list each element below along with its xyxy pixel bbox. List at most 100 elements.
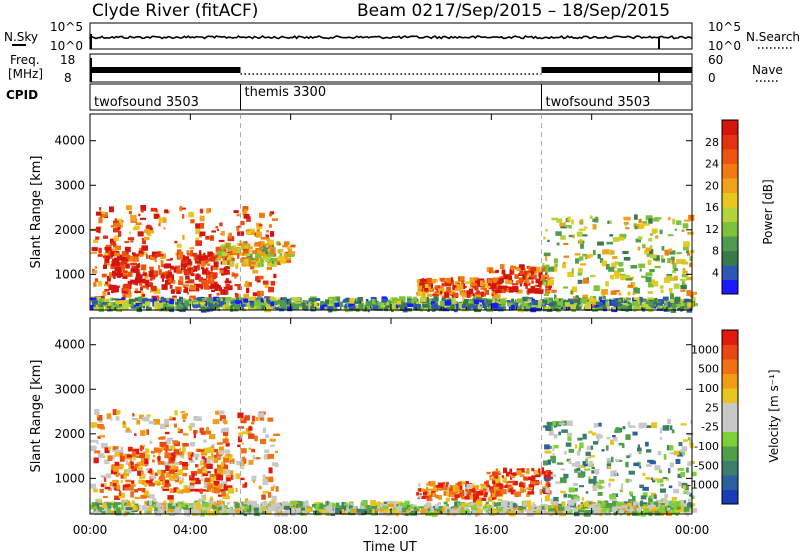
echo-cell bbox=[385, 508, 389, 513]
echo-cell bbox=[95, 236, 100, 240]
echo-cell bbox=[114, 495, 121, 500]
echo-cell bbox=[406, 505, 410, 508]
echo-cell bbox=[662, 477, 668, 480]
echo-cell bbox=[667, 509, 671, 513]
echo-cell bbox=[115, 416, 120, 421]
echo-cell bbox=[585, 451, 591, 456]
echo-cell bbox=[576, 302, 584, 307]
echo-cell bbox=[572, 482, 578, 486]
echo-cell bbox=[130, 262, 137, 266]
echo-cell bbox=[229, 458, 235, 464]
echo-cell bbox=[177, 427, 180, 432]
echo-cell bbox=[179, 447, 182, 453]
echo-cell bbox=[464, 494, 470, 500]
echo-cell bbox=[645, 215, 653, 221]
echo-cell bbox=[160, 423, 166, 430]
echo-cell bbox=[144, 274, 149, 279]
echo-cell bbox=[116, 484, 121, 490]
echo-cell bbox=[168, 271, 172, 277]
echo-cell bbox=[545, 255, 548, 262]
echo-cell bbox=[628, 508, 632, 514]
echo-cell bbox=[229, 454, 233, 461]
echo-cell bbox=[197, 264, 200, 271]
echo-cell bbox=[567, 500, 575, 506]
echo-cell bbox=[686, 492, 691, 495]
echo-cell bbox=[586, 302, 593, 306]
echo-cell bbox=[668, 500, 674, 507]
echo-cell bbox=[288, 508, 295, 512]
echo-cell bbox=[252, 480, 256, 483]
echo-cell bbox=[532, 300, 538, 306]
colorbar-swatch bbox=[722, 134, 738, 150]
echo-cell bbox=[301, 302, 306, 307]
echo-cell bbox=[435, 494, 439, 499]
echo-cell bbox=[136, 272, 141, 278]
echo-cell bbox=[240, 448, 247, 454]
echo-cell bbox=[481, 280, 486, 283]
echo-cell bbox=[544, 474, 551, 478]
echo-cell bbox=[431, 278, 436, 284]
echo-cell bbox=[609, 498, 617, 501]
echo-cell bbox=[580, 510, 585, 514]
echo-cell bbox=[545, 488, 551, 493]
echo-cell bbox=[240, 504, 243, 511]
echo-cell bbox=[226, 302, 229, 308]
echo-cell bbox=[281, 505, 286, 510]
echo-cell bbox=[315, 504, 319, 511]
echo-cell bbox=[348, 505, 353, 509]
echo-cell bbox=[575, 506, 581, 510]
echo-cell bbox=[570, 299, 578, 302]
echo-cell bbox=[619, 305, 626, 311]
colorbar-swatch bbox=[722, 446, 738, 461]
echo-cell bbox=[125, 205, 132, 210]
echo-cell bbox=[225, 283, 230, 287]
echo-cell bbox=[125, 292, 132, 298]
y-tick-label: 2000 bbox=[54, 427, 85, 441]
echo-cell bbox=[104, 262, 108, 265]
echo-cell bbox=[172, 440, 178, 444]
echo-cell bbox=[147, 298, 154, 303]
echo-cell bbox=[547, 459, 551, 465]
echo-cell bbox=[607, 466, 611, 469]
echo-cell bbox=[664, 506, 667, 512]
echo-cell bbox=[475, 292, 482, 295]
echo-cell bbox=[211, 265, 219, 271]
echo-cell bbox=[140, 205, 147, 211]
echo-cell bbox=[585, 255, 591, 259]
echo-cell bbox=[277, 507, 282, 512]
echo-cell bbox=[239, 252, 246, 256]
echo-cell bbox=[237, 436, 243, 443]
echo-cell bbox=[417, 304, 422, 309]
echo-cell bbox=[140, 264, 147, 271]
echo-cell bbox=[203, 447, 211, 454]
echo-cell bbox=[639, 484, 645, 489]
echo-cell bbox=[277, 261, 281, 266]
echo-cell bbox=[677, 450, 684, 457]
echo-cell bbox=[481, 485, 487, 489]
echo-cell bbox=[562, 502, 566, 507]
echo-cell bbox=[572, 234, 575, 239]
echo-cell bbox=[158, 217, 162, 224]
echo-cell bbox=[154, 305, 159, 312]
echo-cell bbox=[114, 218, 117, 224]
echo-cell bbox=[673, 298, 676, 302]
echo-cell bbox=[137, 269, 140, 274]
echo-cell bbox=[534, 304, 540, 309]
echo-cell bbox=[372, 305, 378, 311]
echo-cell bbox=[490, 486, 494, 489]
echo-cell bbox=[399, 502, 406, 508]
echo-cell bbox=[269, 211, 275, 215]
echo-cell bbox=[230, 306, 233, 312]
echo-cell bbox=[536, 481, 541, 485]
echo-cell bbox=[653, 504, 656, 508]
echo-cell bbox=[140, 252, 148, 255]
echo-cell bbox=[110, 455, 115, 460]
echo-cell bbox=[132, 500, 135, 505]
echo-cell bbox=[123, 469, 127, 474]
echo-cell bbox=[592, 223, 597, 230]
echo-cell bbox=[501, 306, 507, 311]
echo-cell bbox=[245, 258, 249, 265]
echo-cell bbox=[139, 461, 145, 466]
echo-cell bbox=[657, 305, 660, 310]
echo-cell bbox=[489, 478, 496, 481]
